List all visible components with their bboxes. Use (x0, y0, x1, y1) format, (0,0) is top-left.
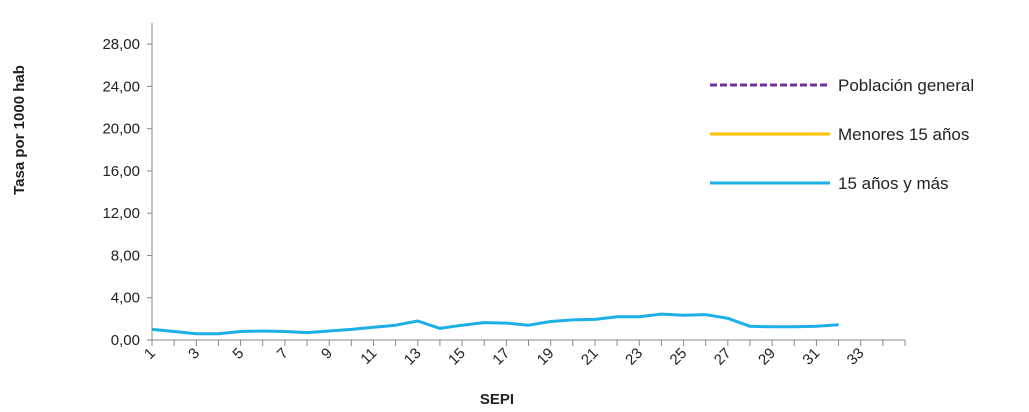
x-tick-label: 13 (401, 345, 425, 369)
series-line (151, 312, 839, 336)
x-tick-label: 21 (578, 345, 602, 369)
x-tick-label: 31 (799, 345, 823, 369)
x-tick-label: 25 (667, 345, 691, 369)
legend-label: 15 años y más (838, 174, 949, 193)
x-tick-label: 5 (229, 345, 247, 363)
y-tick-label: 20,00 (102, 121, 140, 138)
y-axis-title: Tasa por 1000 hab (11, 65, 28, 195)
x-tick-label: 29 (755, 345, 779, 369)
x-tick-label: 23 (622, 345, 646, 369)
y-tick-label: 8,00 (111, 247, 140, 264)
legend-label: Menores 15 años (838, 125, 969, 144)
x-tick-label: 7 (274, 345, 292, 363)
legend-label: Población general (838, 76, 974, 95)
x-tick-label: 15 (445, 345, 469, 369)
x-tick-label: 19 (534, 345, 558, 369)
y-tick-label: 16,00 (102, 163, 140, 180)
x-tick-label: 27 (711, 345, 735, 369)
x-tick-label: 33 (844, 345, 868, 369)
x-tick-label: 11 (357, 345, 380, 368)
y-tick-label: 4,00 (111, 290, 140, 307)
y-tick-label: 24,00 (102, 78, 140, 95)
y-tick-label: 12,00 (102, 205, 140, 222)
y-tick-label: 28,00 (102, 36, 140, 53)
x-axis-title: SEPI (480, 391, 514, 408)
x-tick-label: 17 (489, 345, 513, 369)
y-tick-label: 0,00 (111, 332, 140, 349)
x-tick-label: 3 (185, 345, 203, 363)
x-tick-label: 1 (141, 345, 159, 363)
x-tick-label: 9 (318, 345, 336, 363)
